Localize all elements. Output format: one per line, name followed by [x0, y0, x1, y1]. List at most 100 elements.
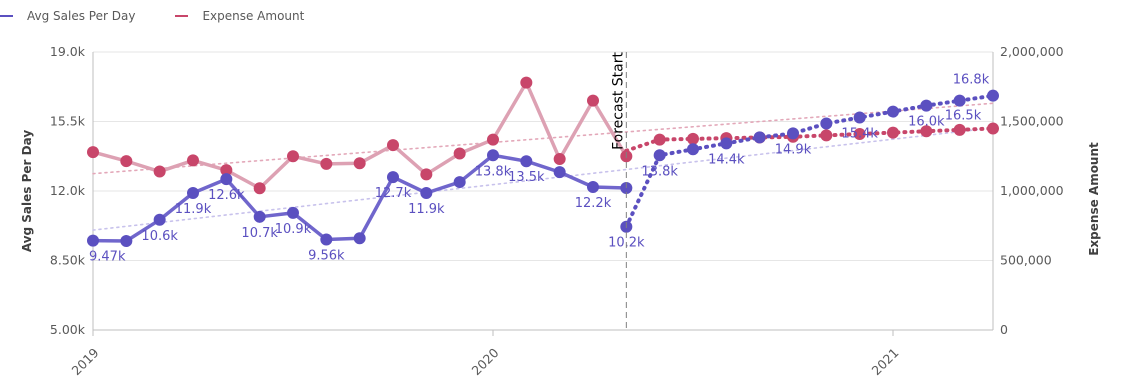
expense-point	[420, 168, 433, 181]
expense-trend-line	[92, 102, 994, 175]
y-left-tick-label: 19.0k	[50, 44, 86, 59]
expense-point	[153, 165, 166, 178]
x-tick-label: 2020	[469, 345, 502, 376]
expense-amount-line	[92, 80, 628, 190]
expense-point	[187, 154, 199, 167]
avg-sales-point	[553, 166, 566, 179]
y-right-axis-title: Expense Amount	[1087, 142, 1101, 256]
y-right-tick-label: 0	[1000, 322, 1008, 337]
avg-sales-point	[487, 149, 499, 162]
forecast-annotation: Forecast Start	[610, 51, 627, 330]
avg-sales-data-label: 13.5k	[508, 170, 545, 185]
avg-sales-forecast-point	[687, 143, 699, 156]
x-tick-label: 2019	[69, 345, 102, 376]
avg-sales-point	[520, 155, 533, 168]
avg-sales-forecast-point	[820, 117, 833, 130]
avg-sales-point	[387, 171, 399, 184]
data-labels: 9.47k10.6k11.9k12.6k10.7k10.9k9.56k12.7k…	[89, 73, 990, 265]
legend-label-avg-sales: Avg Sales Per Day	[27, 9, 136, 23]
legend: Avg Sales Per Day Expense Amount	[0, 6, 344, 26]
legend-swatch-expense-amount	[175, 15, 189, 17]
avg-sales-point	[420, 186, 433, 199]
trend-lines	[92, 102, 994, 231]
avg-sales-data-label: 9.47k	[89, 250, 126, 265]
expense-forecast-point	[887, 126, 899, 139]
y-right-tick-label: 2,000,000	[1000, 44, 1064, 59]
avg-sales-data-label: 10.7k	[241, 226, 278, 241]
avg-sales-data-label: 13.8k	[475, 164, 512, 179]
avg-sales-forecast-point	[720, 137, 733, 150]
avg-sales-data-label: 11.9k	[408, 202, 445, 217]
avg-sales-data-label: 16.8k	[953, 73, 990, 88]
series-layer	[87, 76, 999, 248]
avg-sales-point	[620, 182, 633, 195]
avg-sales-data-label: 13.8k	[641, 164, 678, 179]
expense-point	[353, 157, 366, 170]
expense-point	[220, 164, 233, 177]
avg-sales-point	[353, 232, 366, 245]
avg-sales-data-label: 16.0k	[908, 115, 945, 130]
expense-forecast-point	[987, 122, 999, 135]
avg-sales-data-label: 15.4k	[841, 127, 878, 142]
avg-sales-forecast-point	[653, 149, 666, 162]
axes: 5.00k 8.50k 12.0k 15.5k 19.0k 0 500,000 1,000,0…	[20, 44, 1101, 376]
expense-forecast-point	[820, 129, 833, 142]
legend-item-avg-sales[interactable]: Avg Sales Per Day	[0, 9, 135, 23]
x-tick-label: 2021	[869, 345, 902, 376]
avg-sales-data-label: 14.4k	[708, 152, 745, 167]
avg-sales-data-label: 9.56k	[308, 248, 345, 263]
avg-sales-data-label: 16.5k	[945, 109, 982, 124]
expense-point	[87, 146, 99, 159]
avg-sales-forecast-point	[987, 89, 999, 102]
expense-point	[387, 139, 399, 152]
y-left-tick-label: 5.00k	[50, 322, 86, 337]
y-right-tick-label: 500,000	[1000, 253, 1052, 268]
y-left-tick-label: 8.50k	[50, 253, 86, 268]
avg-sales-data-label: 12.2k	[575, 196, 612, 211]
avg-sales-forecast-point	[887, 105, 899, 118]
expense-point	[120, 155, 133, 168]
legend-swatch-avg-sales	[0, 15, 13, 17]
expense-point	[320, 157, 333, 170]
legend-label-expense-amount: Expense Amount	[202, 9, 305, 23]
avg-sales-point	[253, 210, 266, 223]
y-right-tick-label: 1,500,000	[1000, 114, 1064, 129]
avg-sales-point	[153, 213, 166, 226]
avg-sales-forecast-point	[787, 127, 799, 140]
avg-sales-point	[587, 181, 599, 194]
avg-sales-point	[87, 234, 99, 247]
y-left-tick-label: 12.0k	[50, 183, 86, 198]
expense-forecast-point	[653, 133, 666, 146]
expense-point	[587, 94, 599, 107]
legend-item-expense-amount[interactable]: Expense Amount	[175, 9, 304, 23]
avg-sales-data-label: 14.9k	[775, 142, 812, 157]
y-right-tick-label: 1,000,000	[1000, 183, 1064, 198]
avg-sales-data-label: 11.9k	[175, 202, 212, 217]
forecast-start-label: Forecast Start	[610, 51, 626, 149]
avg-sales-point	[287, 206, 299, 219]
avg-sales-data-label: 12.6k	[208, 188, 245, 203]
y-left-axis-title: Avg Sales Per Day	[20, 130, 34, 252]
avg-sales-point	[320, 233, 333, 246]
expense-point	[520, 76, 533, 89]
avg-sales-data-label: 10.9k	[275, 222, 312, 237]
avg-sales-forecast-point	[853, 111, 866, 124]
avg-sales-point	[220, 173, 233, 186]
expense-forecast-point	[920, 125, 933, 138]
expense-point	[487, 133, 499, 146]
avg-sales-point	[453, 176, 466, 189]
avg-sales-forecast-point	[753, 131, 766, 144]
avg-sales-forecast-point	[920, 99, 933, 112]
sales-trend-line	[92, 127, 994, 231]
expense-point	[453, 147, 466, 160]
expense-forecast-point	[687, 132, 699, 145]
avg-sales-point	[187, 186, 199, 199]
avg-sales-point	[120, 235, 133, 248]
expense-forecast-point	[853, 128, 866, 141]
avg-sales-forecast-point	[953, 94, 966, 107]
avg-sales-data-label: 12.7k	[375, 186, 412, 201]
y-left-tick-label: 15.5k	[50, 114, 86, 129]
expense-point	[287, 150, 299, 163]
expense-point	[553, 153, 566, 166]
